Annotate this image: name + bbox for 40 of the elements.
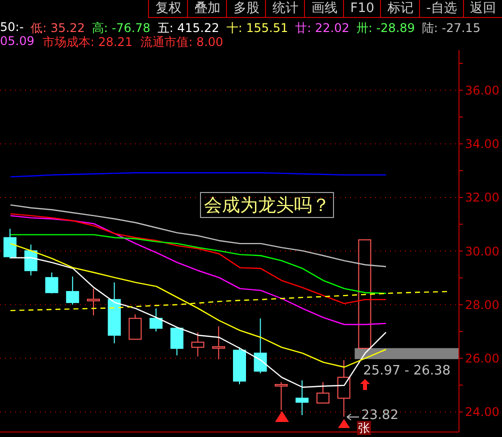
line-series bbox=[10, 234, 387, 294]
y-tick-label: 30.00 bbox=[465, 244, 500, 258]
text: 统计 bbox=[265, 0, 304, 17]
annotation: 张 bbox=[357, 421, 372, 435]
y-tick-label: 34.00 bbox=[465, 137, 500, 152]
text: -自选 bbox=[419, 0, 463, 17]
y-tick-label: 28.00 bbox=[465, 298, 500, 312]
candlestick bbox=[86, 288, 100, 316]
text: 流通市值: 8.00 bbox=[140, 34, 224, 51]
text: 低: 35.22 bbox=[30, 20, 85, 36]
text: 陆: -27.15 bbox=[422, 20, 480, 37]
text: 廿: 22.02 bbox=[295, 20, 350, 37]
band-label: 25.97 - 26.38 bbox=[363, 363, 451, 378]
annotation: 23.82 bbox=[361, 408, 398, 423]
text: 叠加 bbox=[187, 0, 226, 17]
text: 五: 415.22 bbox=[157, 20, 220, 36]
y-tick-label: 26.00 bbox=[465, 352, 500, 366]
text: 高: -76.78 bbox=[92, 20, 150, 36]
line-series bbox=[10, 215, 387, 326]
y-tick-label: 32.00 bbox=[465, 190, 500, 205]
text: 05.09 bbox=[0, 34, 34, 50]
line-series bbox=[10, 213, 387, 304]
text: 复权 bbox=[148, 0, 188, 17]
candlestick bbox=[296, 380, 309, 416]
text: F10 bbox=[343, 0, 380, 17]
annotation: 会成为龙头吗？ bbox=[200, 192, 334, 218]
candlestick bbox=[108, 282, 121, 344]
candlestick bbox=[337, 360, 350, 418]
text: 十: 155.51 bbox=[226, 20, 288, 37]
text: 返回 bbox=[463, 0, 502, 17]
y-tick-label: 36.00 bbox=[465, 83, 500, 98]
text: 画线 bbox=[304, 0, 344, 17]
text: 标记 bbox=[380, 0, 420, 17]
text: 多股 bbox=[226, 0, 266, 17]
text: 卅: -28.89 bbox=[356, 20, 415, 37]
y-tick-label: 24.00 bbox=[465, 405, 500, 420]
candlestick bbox=[212, 326, 226, 360]
text: 50:- bbox=[0, 20, 24, 36]
candlestick bbox=[191, 332, 204, 357]
text: 市场成本: 28.21 bbox=[42, 34, 133, 51]
